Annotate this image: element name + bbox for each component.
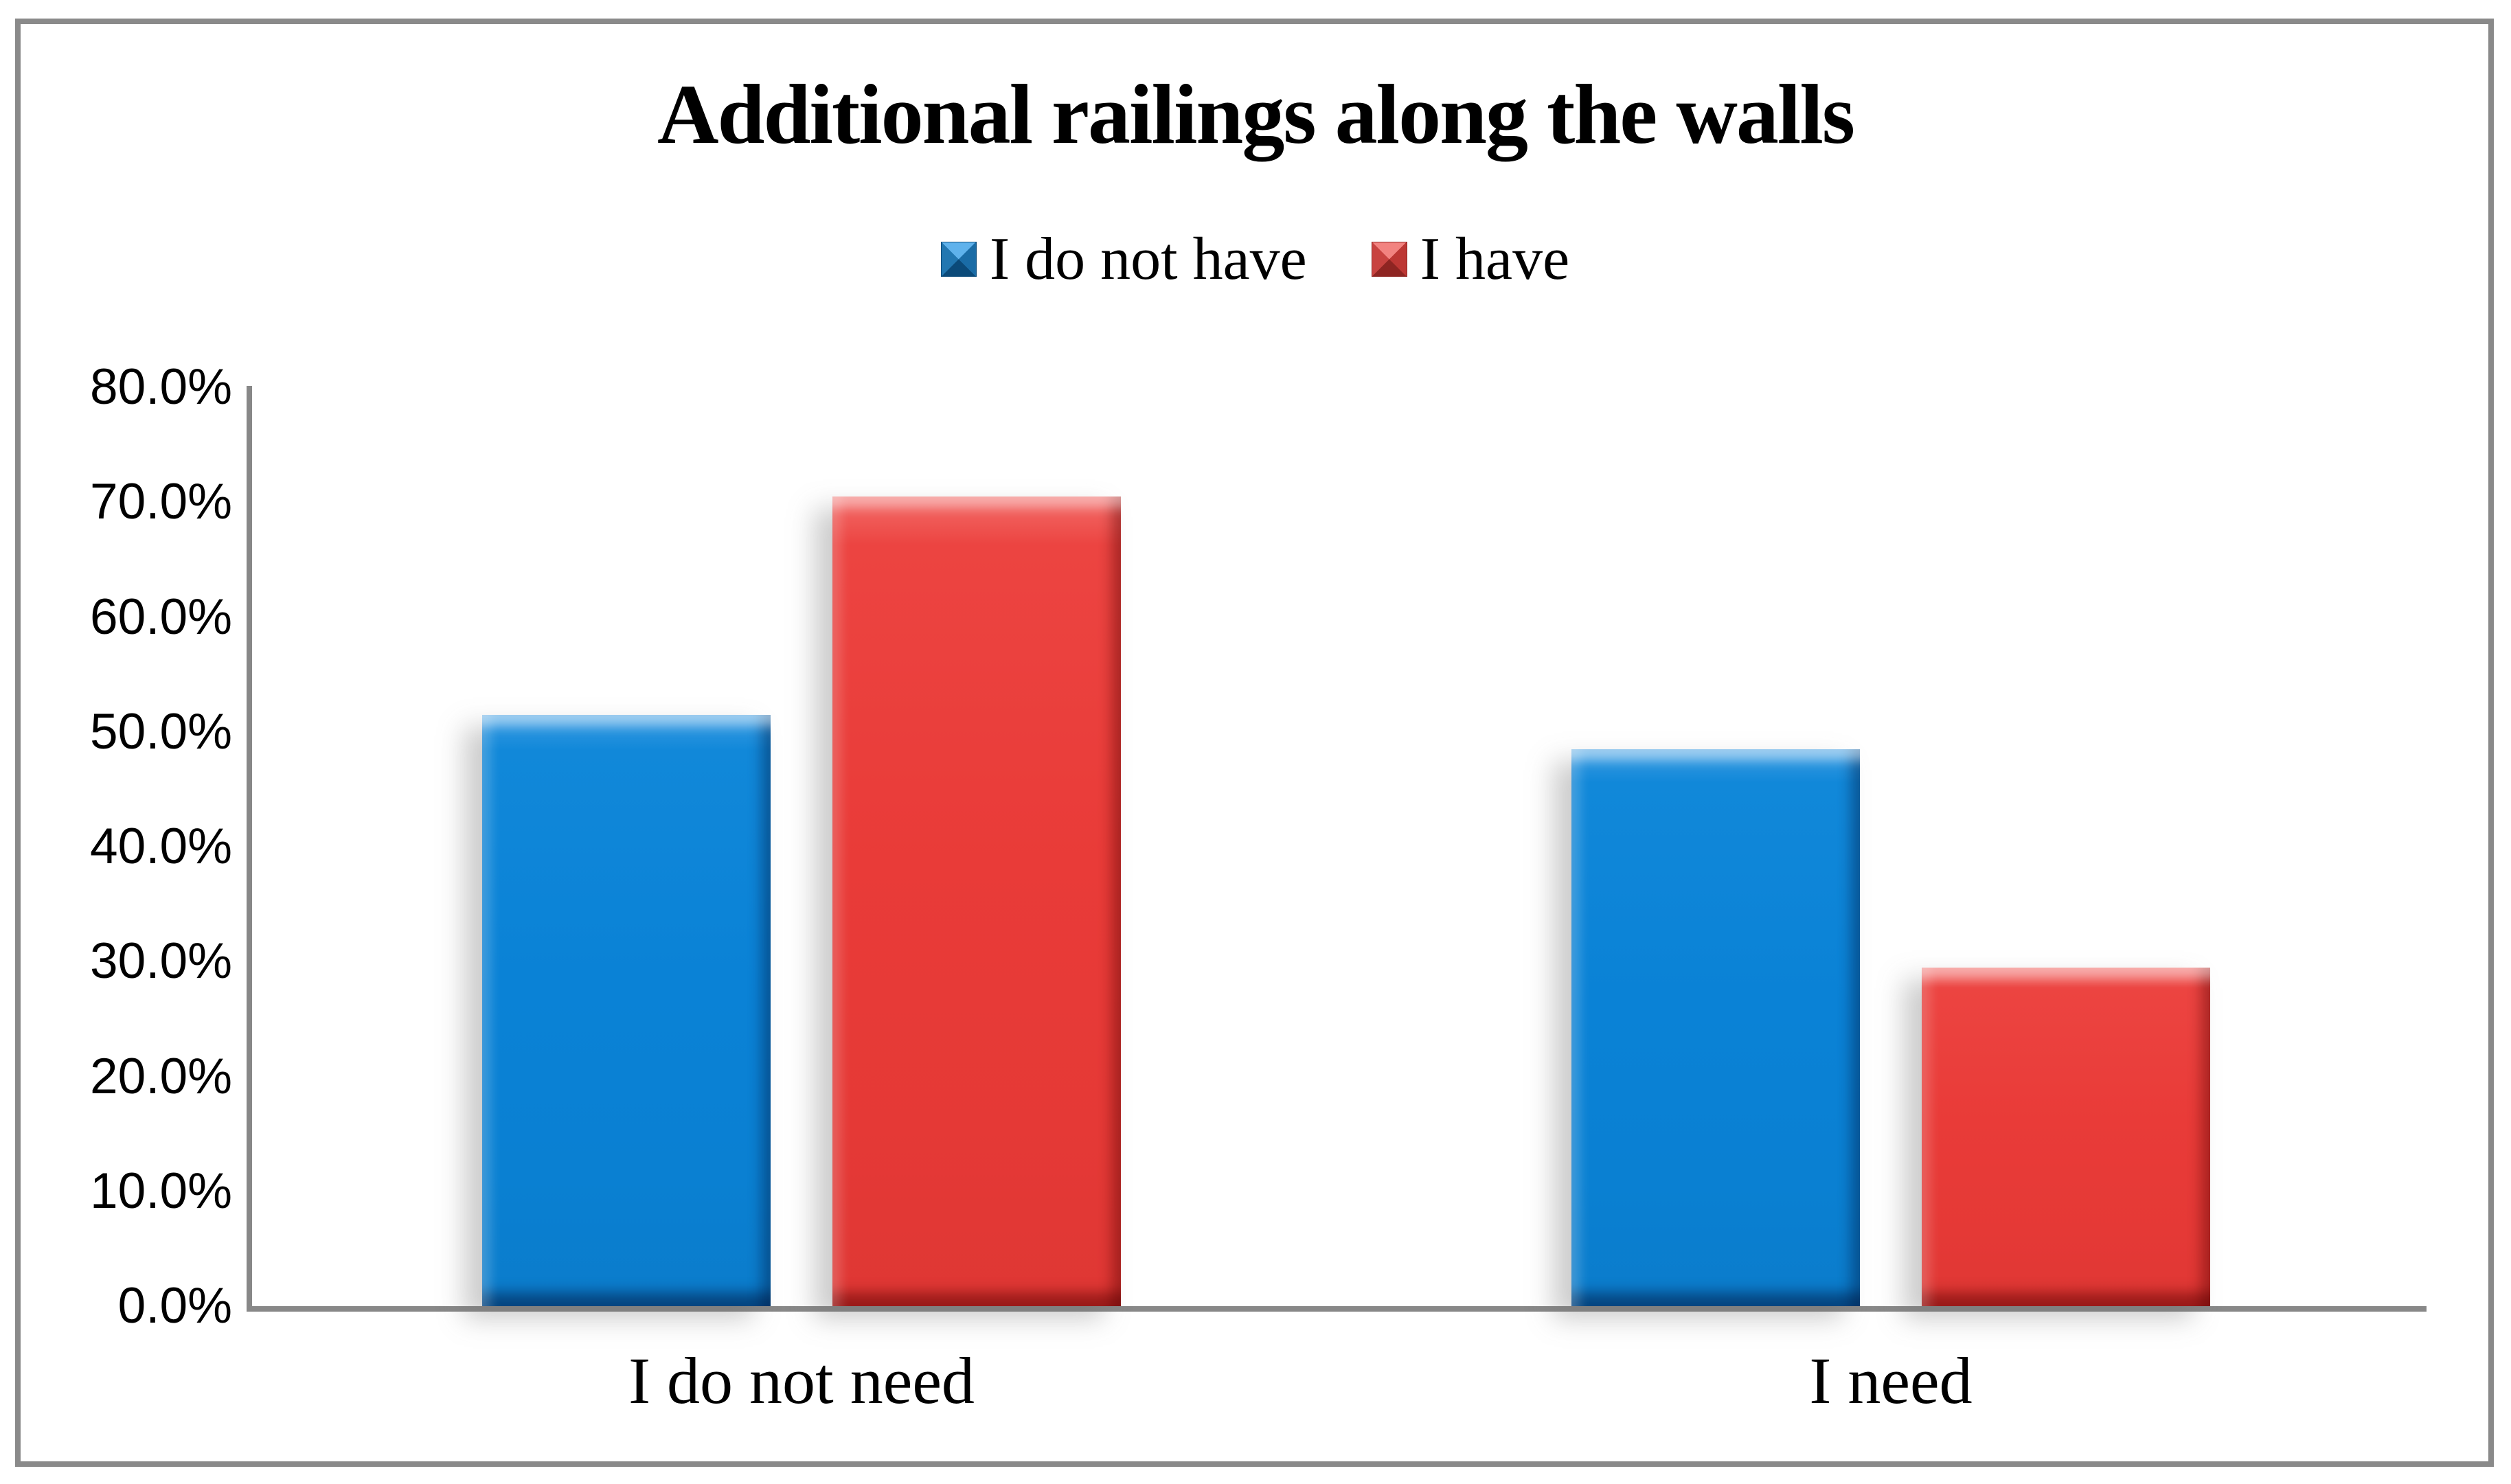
x-axis-category-label-i-do-not-need: I do not need [628,1344,975,1417]
y-axis-tick-label-70-0: 70.0% [90,474,232,530]
legend-label: I have [1420,225,1570,293]
y-axis-tick-label-50-0: 50.0% [90,703,232,760]
legend: I do not have I have [0,221,2511,297]
bar-i-do-not-have-i-need [1571,749,1860,1306]
legend-item-i-have: I have [1371,225,1570,294]
legend-swatch-icon-i-have [1371,241,1407,277]
y-axis-tick-label-0-0: 0.0% [117,1278,232,1334]
y-axis-tick-label-40-0: 40.0% [90,819,232,874]
legend-item-i-do-not-have: I do not have [940,225,1307,294]
x-axis-line [247,1306,2427,1312]
legend-swatch-icon-i-do-not-have [940,241,977,277]
y-axis-line [247,386,252,1312]
bar-i-have-i-need [1922,967,2210,1306]
y-axis-tick-label-30-0: 30.0% [90,933,232,990]
y-axis-tick-label-10-0: 10.0% [90,1163,232,1219]
bar-i-do-not-have-i-do-not-need [482,714,771,1306]
legend-label: I do not have [989,225,1307,293]
x-axis-category-label-i-need: I need [1809,1344,1973,1417]
chart-title: Additional railings along the walls [657,67,1855,161]
bar-i-have-i-do-not-need [832,496,1121,1306]
y-axis-tick-label-80-0: 80.0% [90,359,232,415]
y-axis-tick-label-60-0: 60.0% [90,589,232,645]
y-axis-tick-label-20-0: 20.0% [90,1048,232,1104]
